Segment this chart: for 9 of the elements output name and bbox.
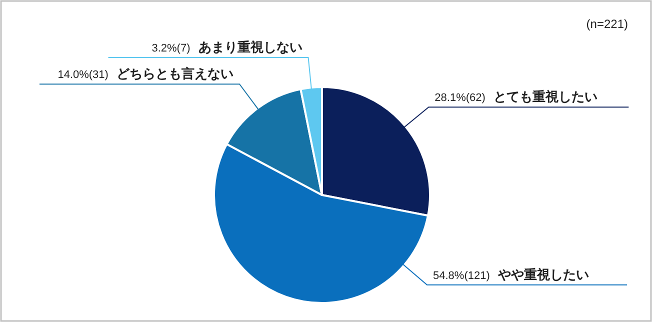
data-label: 3.2%(7) <box>152 42 190 54</box>
slice-label: とても重視したい <box>493 89 598 104</box>
slice-label: やや重視したい <box>496 266 589 282</box>
text: (n=221) <box>586 17 628 31</box>
slice-label: あまり重視しない <box>198 39 302 54</box>
data-label: 14.0%(31) <box>58 69 108 82</box>
data-label: 54.8%(121) <box>433 270 490 282</box>
data-label: 28.1%(62) <box>434 92 486 104</box>
slice-label: どちらとも言えない <box>116 66 234 82</box>
